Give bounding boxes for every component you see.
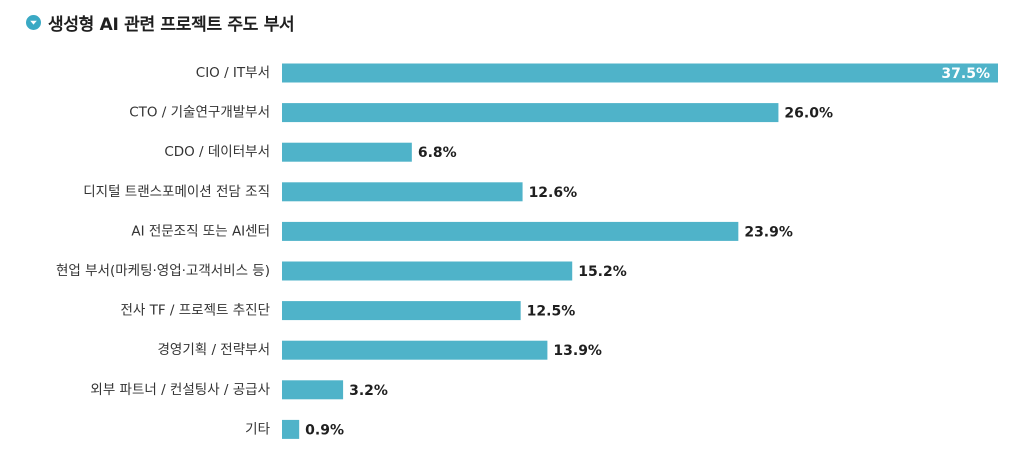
value-label-9: 3.2% <box>349 383 388 399</box>
category-label-6: 현업 부서(마케팅·영업·고객서비스 등) <box>56 263 270 279</box>
value-label-7: 12.5% <box>527 304 576 320</box>
bar-8 <box>282 340 548 360</box>
value-label-3: 6.8% <box>418 145 457 161</box>
value-label-5: 23.9% <box>744 224 793 240</box>
bar-4 <box>282 182 523 202</box>
chart-header: 생성형 AI 관련 프로젝트 주도 부서 <box>26 8 295 36</box>
bar-5 <box>282 221 739 241</box>
value-label-10: 0.9% <box>305 422 344 438</box>
category-label-7: 전사 TF / 프로젝트 추진단 <box>120 303 270 319</box>
bar-1 <box>282 63 998 83</box>
category-label-10: 기타 <box>245 421 270 437</box>
value-label-1: 37.5% <box>941 66 990 82</box>
down-arrow-circle-icon <box>26 14 41 30</box>
bar-3 <box>282 142 412 162</box>
bar-7 <box>282 301 521 321</box>
bar-6 <box>282 261 573 281</box>
bar-10 <box>282 419 300 439</box>
bar-2 <box>282 103 779 123</box>
value-label-2: 26.0% <box>784 106 833 122</box>
category-label-8: 경영기획 / 전략부서 <box>158 342 271 358</box>
value-label-4: 12.6% <box>529 185 578 201</box>
category-label-4: 디지털 트랜스포메이션 전담 조직 <box>83 184 270 200</box>
chart-title: 생성형 AI 관련 프로젝트 주도 부서 <box>48 14 295 35</box>
value-label-8: 13.9% <box>553 343 602 359</box>
category-label-5: AI 전문조직 또는 AI센터 <box>131 223 270 239</box>
category-label-9: 외부 파트너 / 컨설팅사 / 공급사 <box>90 382 270 398</box>
value-label-6: 15.2% <box>578 264 627 280</box>
category-label-3: CDO / 데이터부서 <box>164 144 270 160</box>
category-label-2: CTO / 기술연구개발부서 <box>129 105 270 121</box>
bar-9 <box>282 380 344 400</box>
category-label-1: CIO / IT부서 <box>196 65 270 81</box>
